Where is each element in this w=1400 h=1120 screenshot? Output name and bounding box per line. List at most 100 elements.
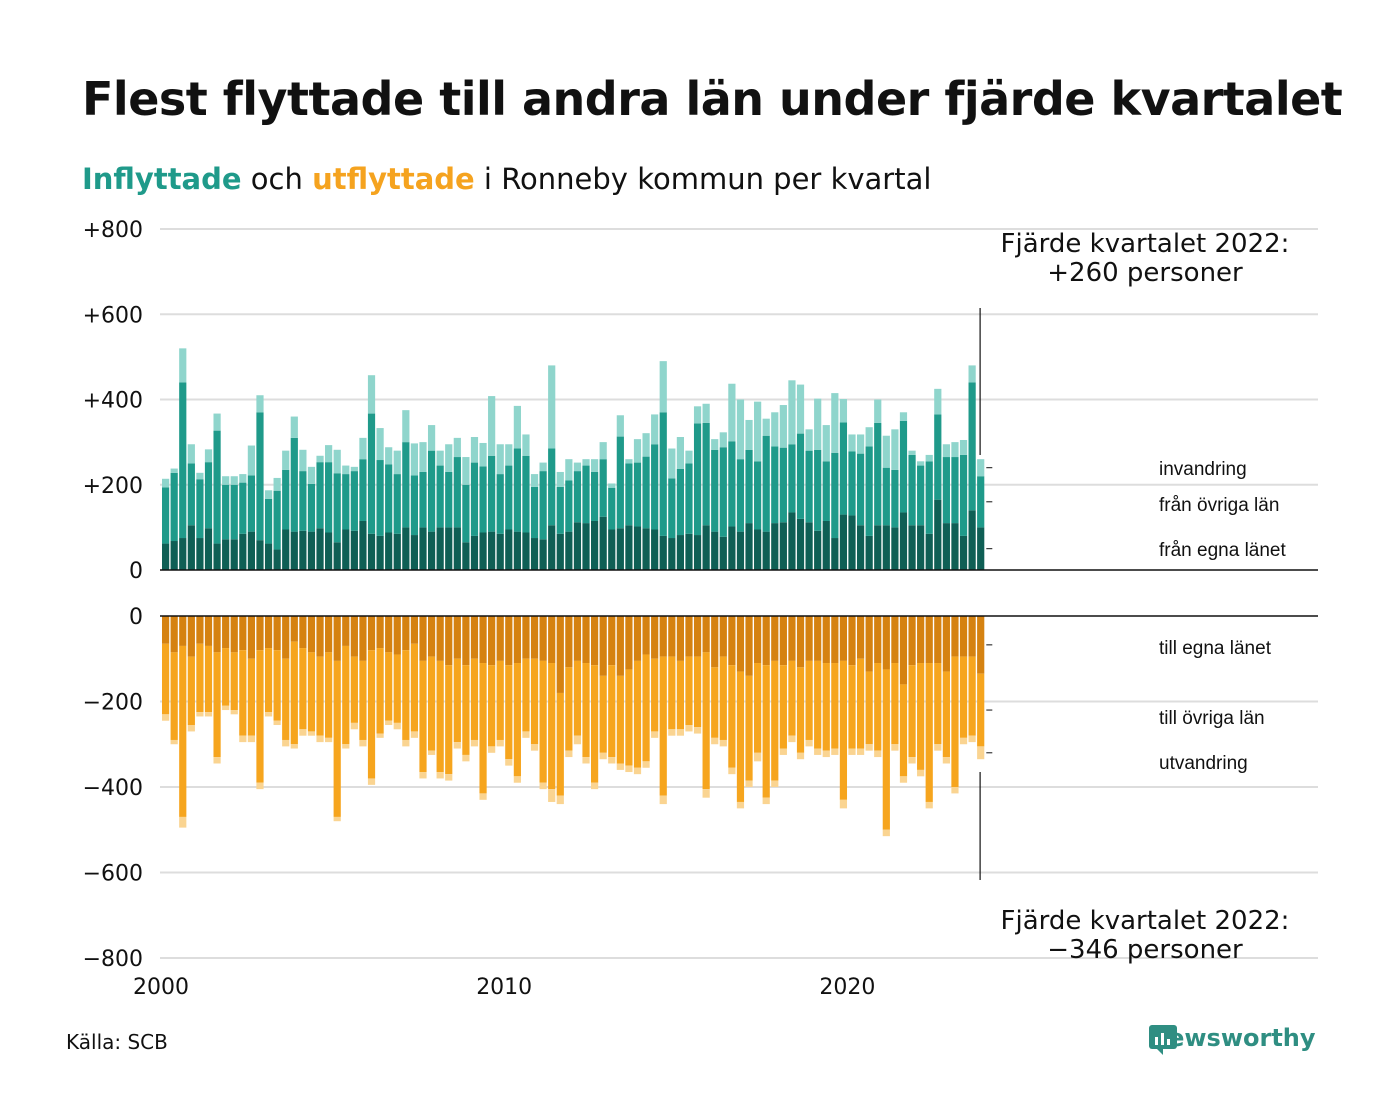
bar-in-other: [505, 465, 513, 530]
bar-out-emig: [359, 739, 367, 747]
bar-out-other: [805, 660, 813, 740]
bar-out-own: [367, 616, 376, 651]
bar-out-other: [325, 652, 333, 738]
bar-in-other: [908, 454, 916, 526]
bar-in-other: [711, 449, 719, 532]
bar-in-other: [676, 468, 684, 536]
bar-in-other: [745, 449, 753, 524]
bar-in-immig: [179, 348, 187, 383]
bar-out-other: [814, 660, 822, 749]
bar-in-own: [488, 531, 496, 570]
bar-out-own: [445, 616, 453, 666]
bar-out-emig: [565, 750, 573, 758]
bar-in-other: [591, 471, 599, 521]
bar-in-immig: [942, 444, 950, 458]
bar-in-other: [736, 459, 745, 532]
bar-out-emig: [436, 772, 444, 779]
bar-in-other: [685, 463, 693, 534]
bar-in-own: [342, 529, 350, 570]
bar-in-immig: [796, 384, 805, 434]
bar-in-own: [445, 527, 453, 570]
bar-in-immig: [539, 462, 547, 472]
bar-in-other: [239, 482, 247, 534]
bar-in-other: [719, 447, 727, 537]
bar-out-emig: [350, 722, 358, 730]
bar-out-other: [959, 656, 968, 738]
bar-in-own: [676, 535, 684, 570]
bar-out-emig: [513, 776, 521, 783]
bar-out-own: [882, 616, 890, 670]
bar-in-immig: [762, 418, 770, 436]
bar-in-own: [273, 549, 281, 570]
bar-in-own: [831, 538, 839, 570]
bar-out-other: [796, 667, 805, 753]
bar-out-own: [951, 616, 959, 657]
bar-in-own: [282, 529, 290, 570]
bar-in-other: [651, 444, 659, 530]
bar-out-other: [479, 663, 487, 794]
bar-out-emig: [736, 801, 745, 809]
bar-out-emig: [230, 710, 238, 715]
bar-in-own: [385, 532, 393, 570]
bar-in-immig: [162, 478, 170, 488]
bar-out-other: [162, 643, 170, 715]
bar-out-emig: [633, 767, 642, 775]
annotation-top-line1: Fjärde kvartalet 2022:: [1001, 229, 1290, 259]
bar-out-emig: [213, 757, 221, 764]
bar-in-immig: [788, 380, 796, 445]
bar-out-other: [222, 648, 230, 706]
bar-in-other: [342, 474, 350, 530]
bar-out-other: [736, 671, 745, 802]
bar-out-own: [865, 616, 873, 672]
bar-in-other: [273, 490, 281, 550]
bar-in-other: [968, 382, 976, 511]
bar-out-other: [342, 645, 350, 745]
bar-out-own: [282, 616, 290, 659]
bar-out-other: [693, 656, 702, 728]
bar-in-own: [522, 532, 530, 570]
bar-out-emig: [693, 727, 702, 734]
bar-out-other: [530, 658, 539, 745]
bar-out-emig: [899, 776, 908, 783]
bar-in-immig: [496, 444, 504, 475]
x-tick-label: 2020: [819, 975, 875, 1000]
bar-in-immig: [367, 375, 376, 414]
bar-out-other: [453, 658, 461, 743]
bar-out-emig: [599, 752, 607, 760]
bar-out-emig: [771, 780, 779, 787]
bar-out-other: [402, 650, 410, 740]
bar-out-emig: [196, 712, 204, 717]
bar-in-other: [488, 455, 496, 532]
bar-out-own: [908, 616, 916, 666]
bar-out-other: [307, 652, 316, 732]
bar-out-other: [393, 654, 401, 723]
bar-out-emig: [187, 725, 195, 732]
bar-in-immig: [376, 428, 384, 461]
bar-out-other: [616, 675, 624, 764]
bar-out-own: [556, 616, 564, 693]
bar-out-other: [599, 675, 607, 753]
bar-in-own: [316, 528, 324, 570]
bar-in-other: [299, 471, 307, 531]
bar-in-own: [633, 526, 642, 570]
bar-out-own: [831, 616, 839, 664]
bar-out-other: [462, 665, 470, 755]
bar-out-own: [917, 616, 925, 664]
y-tick-label: 0: [129, 559, 143, 584]
bar-in-immig: [333, 449, 341, 474]
bar-in-immig: [410, 443, 419, 476]
x-tick-label: 2000: [133, 975, 189, 1000]
chart-subtitle: Inflyttade och utflyttade i Ronneby komm…: [82, 162, 931, 196]
bar-in-immig: [616, 415, 624, 437]
bar-in-other: [831, 452, 839, 539]
bar-in-own: [917, 525, 925, 570]
bar-out-own: [959, 616, 968, 657]
bar-out-other: [488, 665, 496, 747]
newsworthy-logo-icon: [1149, 1025, 1177, 1055]
bar-out-own: [290, 616, 298, 642]
bar-out-own: [273, 616, 281, 651]
bar-out-own: [762, 616, 770, 666]
bar-out-other: [522, 658, 530, 732]
bar-out-own: [239, 616, 247, 651]
bar-in-immig: [805, 429, 813, 451]
